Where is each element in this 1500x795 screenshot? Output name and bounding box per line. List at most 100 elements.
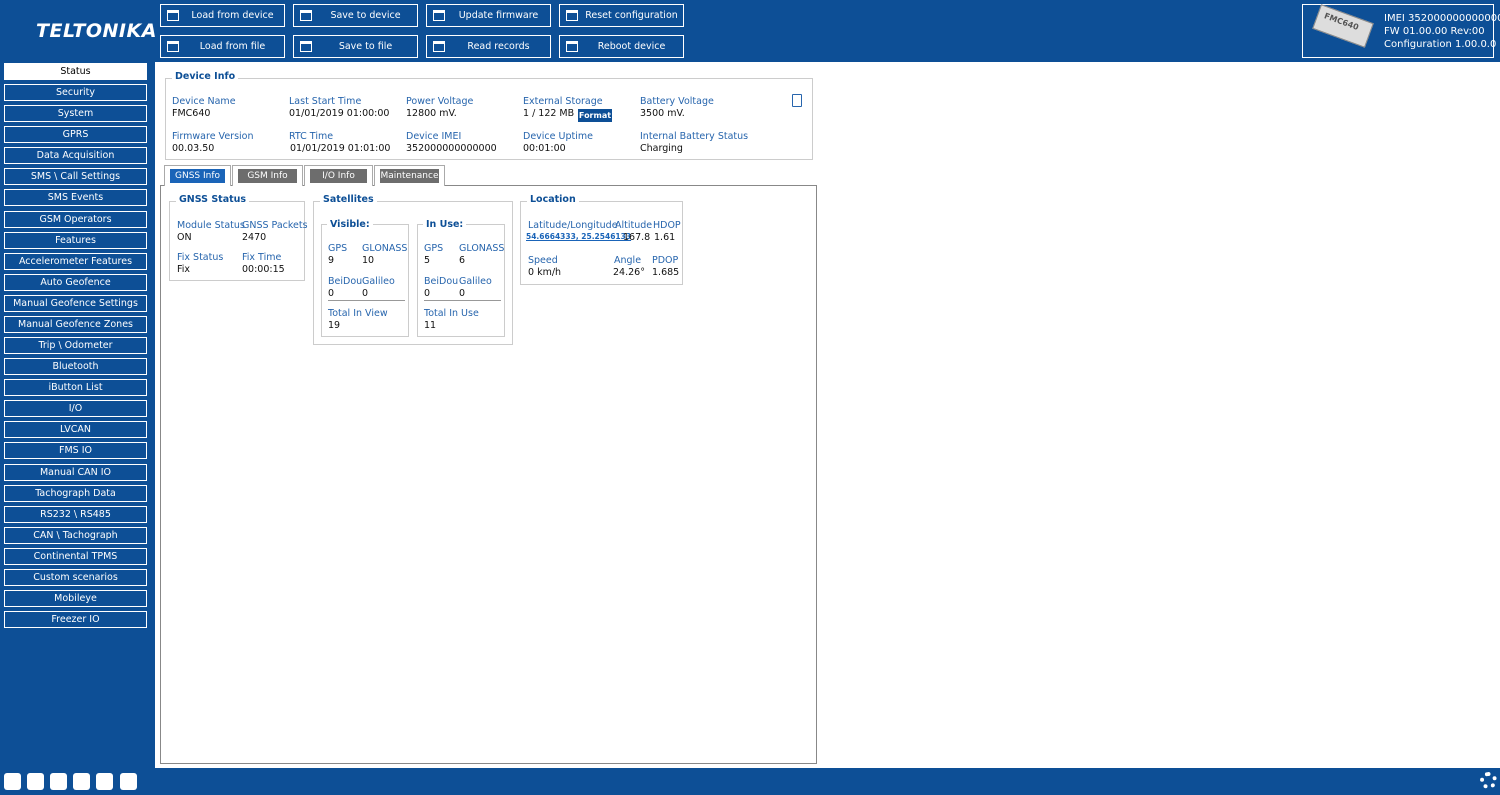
toolbar-button[interactable]: Reboot device [559,35,684,58]
sidebar-item[interactable]: GPRS [4,126,147,144]
sidebar-item[interactable]: SMS \ Call Settings [4,168,147,186]
toolbar-button[interactable]: Save to device [293,4,418,27]
coordinates-link[interactable]: 54.6664333, 25.2546133 [526,232,632,241]
device-info [165,78,813,160]
sidebar-item[interactable]: Auto Geofence [4,273,147,291]
sidebar-item[interactable]: I/O [4,400,147,418]
sidebar-item[interactable]: Manual Geofence Settings [4,294,147,312]
tab[interactable]: Maintenance [374,165,445,186]
field-label: Galileo [459,276,492,287]
field-value: 01/01/2019 01:01:00 [290,143,391,154]
tab-content [160,185,817,764]
location [520,201,683,285]
field-value: 0 [424,288,431,299]
satellites-title: Satellites [320,194,377,205]
total-value: 19 [328,320,341,331]
sidebar-item[interactable]: iButton List [4,379,147,397]
device-model: FMC640 [1322,11,1360,33]
device-fw: FW 01.00.00 Rev:00 [1384,26,1485,37]
tab-label: Maintenance [380,169,439,183]
separator [328,300,405,301]
field-label: GLONASS [362,243,408,254]
sidebar-item[interactable]: Data Acquisition [4,147,147,165]
satellite-box-title: Visible: [327,219,373,230]
social-icon[interactable] [73,773,90,790]
sidebar-item[interactable]: Manual CAN IO [4,463,147,481]
field-label: Fix Time [242,252,282,263]
sidebar-item[interactable]: Security [4,84,147,102]
button-label: Save to device [330,10,401,21]
button-icon [433,10,445,21]
field-value: 12800 mV. [406,108,457,119]
field-label: GPS [424,243,444,254]
field-value: 1 / 122 MB [523,108,575,119]
field-label: Speed [528,255,558,266]
field-label: Device Name [172,96,236,107]
sidebar-item[interactable]: Mobileye [4,590,147,607]
toolbar-button[interactable]: Reset configuration [559,4,684,27]
sidebar-item[interactable]: Freezer IO [4,611,147,629]
sidebar-item[interactable]: LVCAN [4,421,147,439]
button-icon [167,10,179,21]
format-button[interactable]: Format [578,109,612,122]
field-label: HDOP [653,220,681,231]
button-icon [167,41,179,52]
social-icon[interactable] [96,773,113,790]
field-value: ON [177,232,192,243]
sidebar-item[interactable]: GSM Operators [4,210,147,228]
total-value: 11 [424,320,437,331]
device-imei: IMEI 352000000000000 [1384,13,1500,24]
field-label: External Storage [523,96,603,107]
social-icon[interactable] [50,773,67,790]
toolbar-button[interactable]: Load from file [160,35,285,58]
toolbar-button[interactable]: Load from device [160,4,285,27]
sidebar-item[interactable]: Custom scenarios [4,568,147,586]
sidebar-item[interactable]: FMS IO [4,442,147,460]
field-value: 352000000000000 [406,143,497,154]
social-icon[interactable] [4,773,21,790]
sidebar-item[interactable]: System [4,105,147,123]
sidebar-item[interactable]: SMS Events [4,189,147,207]
field-label: Last Start Time [289,96,362,107]
tab[interactable]: I/O Info [304,165,373,186]
field-label: BeiDou [424,276,459,287]
sidebar-item[interactable]: Status [4,63,147,80]
toolbar-button[interactable]: Read records [426,35,551,58]
field-value: 167.8 [623,232,651,243]
button-icon [433,41,445,52]
toolbar-button[interactable]: Update firmware [426,4,551,27]
sidebar-item[interactable]: Continental TPMS [4,547,147,565]
tab-label: GSM Info [238,169,297,183]
field-value: 5 [424,255,431,266]
tab[interactable]: GSM Info [232,165,303,186]
document-icon [792,94,802,107]
field-value: 00:00:15 [242,264,285,275]
field-value: Charging [640,143,683,154]
location-title: Location [527,194,579,205]
field-value: Fix [177,264,191,275]
field-label: GPS [328,243,348,254]
field-label: Altitude [615,220,653,231]
field-value: 00.03.50 [172,143,215,154]
field-value: 6 [459,255,466,266]
field-value: 01/01/2019 01:00:00 [289,108,390,119]
button-label: Load from file [199,41,266,52]
field-value: FMC640 [172,108,211,119]
sidebar-item[interactable]: Manual Geofence Zones [4,315,147,333]
satellite-box-title: In Use: [423,219,467,230]
tab[interactable]: GNSS Info [164,165,231,186]
social-icon[interactable] [27,773,44,790]
sidebar-item[interactable]: RS232 \ RS485 [4,505,147,523]
sidebar-item[interactable]: Features [4,231,147,249]
sidebar-item[interactable]: Accelerometer Features [4,252,147,270]
social-icon[interactable] [120,773,137,790]
field-label: PDOP [652,255,679,266]
field-label: Module Status [177,220,245,231]
sidebar-item[interactable]: CAN \ Tachograph [4,526,147,544]
toolbar-button[interactable]: Save to file [293,35,418,58]
sidebar-item[interactable]: Bluetooth [4,358,147,376]
sidebar-item[interactable]: Trip \ Odometer [4,337,147,355]
field-value: 10 [362,255,375,266]
settings-icon[interactable] [1480,772,1497,789]
sidebar-item[interactable]: Tachograph Data [4,484,147,502]
